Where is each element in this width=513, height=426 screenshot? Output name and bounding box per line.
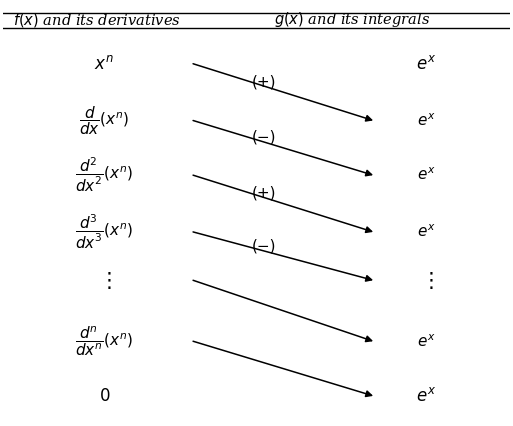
Text: $\dfrac{d^n}{dx^n}(x^n)$: $\dfrac{d^n}{dx^n}(x^n)$ — [75, 324, 133, 358]
Text: (+): (+) — [252, 74, 277, 89]
Text: (+): (+) — [252, 186, 277, 201]
Text: $\dfrac{d}{dx}(x^n)$: $\dfrac{d}{dx}(x^n)$ — [79, 104, 129, 137]
Text: $f(x)$ and its derivatives: $f(x)$ and its derivatives — [13, 11, 181, 29]
Text: $\dfrac{d^3}{dx^3}(x^n)$: $\dfrac{d^3}{dx^3}(x^n)$ — [75, 213, 133, 251]
Text: $\vdots$: $\vdots$ — [97, 270, 111, 291]
Text: (−): (−) — [252, 130, 277, 145]
Text: $e^x$: $e^x$ — [417, 112, 436, 129]
Text: $g(x)$ and its integrals: $g(x)$ and its integrals — [274, 10, 430, 29]
Text: $e^x$: $e^x$ — [417, 55, 437, 73]
Text: $\vdots$: $\vdots$ — [420, 270, 433, 291]
Text: $x^n$: $x^n$ — [94, 55, 114, 73]
Text: $e^x$: $e^x$ — [417, 224, 436, 240]
Text: (−): (−) — [252, 238, 277, 253]
Text: $e^x$: $e^x$ — [417, 333, 436, 350]
Text: $\dfrac{d^2}{dx^2}(x^n)$: $\dfrac{d^2}{dx^2}(x^n)$ — [75, 156, 133, 194]
Text: $e^x$: $e^x$ — [417, 387, 437, 405]
Text: $e^x$: $e^x$ — [417, 167, 436, 184]
Text: $0$: $0$ — [98, 387, 110, 405]
